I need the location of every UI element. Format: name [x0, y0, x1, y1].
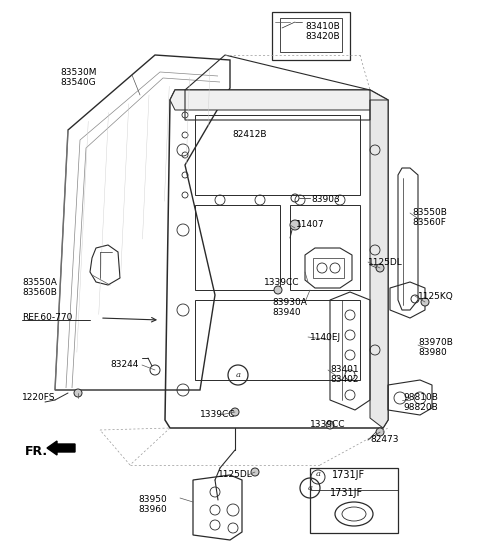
Text: 1731JF: 1731JF [332, 470, 365, 480]
Text: FR.: FR. [25, 445, 48, 458]
Text: 83530M
83540G: 83530M 83540G [60, 68, 96, 87]
Text: 1125KQ: 1125KQ [418, 292, 454, 301]
Text: 1339CC: 1339CC [200, 410, 236, 419]
Text: a: a [315, 470, 321, 478]
Text: 1220FS: 1220FS [22, 393, 56, 402]
Text: 83930A
83940: 83930A 83940 [272, 298, 307, 317]
Circle shape [74, 389, 82, 397]
Text: 1125DL: 1125DL [368, 258, 403, 267]
Text: 83410B
83420B: 83410B 83420B [305, 22, 340, 41]
Text: 83401
83402: 83401 83402 [330, 365, 359, 384]
Text: 82412B: 82412B [232, 130, 266, 139]
Circle shape [376, 428, 384, 436]
Text: 1339CC: 1339CC [264, 278, 300, 287]
Circle shape [421, 298, 429, 306]
Polygon shape [170, 90, 388, 110]
Circle shape [376, 264, 384, 272]
Text: 83903: 83903 [311, 195, 340, 204]
Text: 1140EJ: 1140EJ [310, 333, 341, 342]
Circle shape [251, 468, 259, 476]
Polygon shape [370, 100, 388, 428]
Text: a: a [308, 484, 312, 492]
Text: a: a [236, 371, 240, 379]
Text: 83550B
83560F: 83550B 83560F [412, 208, 447, 227]
Circle shape [231, 408, 239, 416]
Text: 83550A
83560B: 83550A 83560B [22, 278, 57, 298]
Circle shape [290, 220, 300, 230]
Text: 1731JF: 1731JF [330, 488, 363, 498]
Text: 83244: 83244 [110, 360, 138, 369]
Text: REF.60-770: REF.60-770 [22, 313, 72, 322]
Circle shape [274, 286, 282, 294]
Text: 1125DL: 1125DL [218, 470, 253, 479]
Text: 82473: 82473 [370, 435, 398, 444]
Circle shape [326, 421, 334, 429]
FancyArrow shape [47, 441, 75, 455]
Text: 98810B
98820B: 98810B 98820B [403, 393, 438, 412]
Text: 83970B
83980: 83970B 83980 [418, 338, 453, 358]
Text: 83950
83960: 83950 83960 [138, 495, 167, 514]
Text: 1339CC: 1339CC [310, 420, 346, 429]
Text: 11407: 11407 [296, 220, 324, 229]
